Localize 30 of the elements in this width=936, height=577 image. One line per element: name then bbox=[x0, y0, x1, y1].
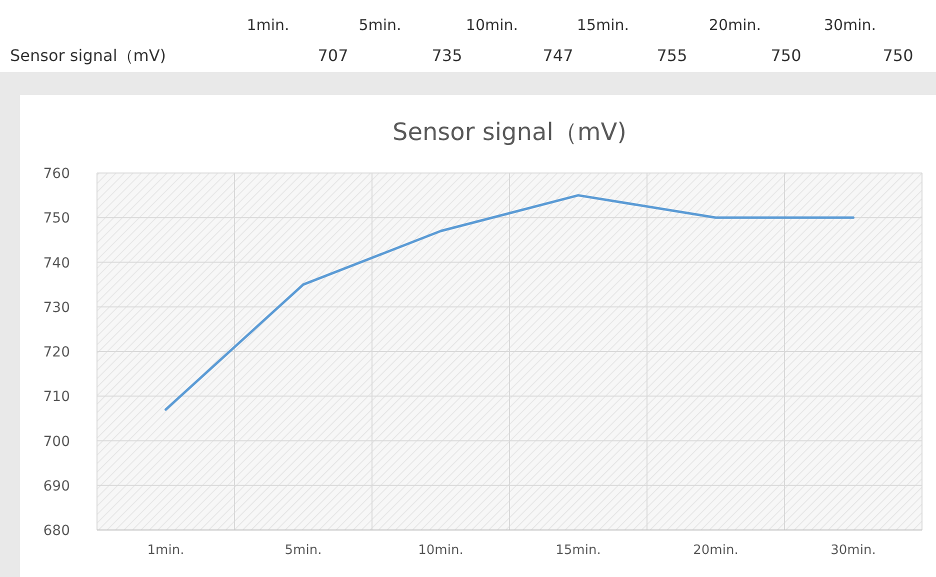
text: 735 bbox=[432, 46, 462, 65]
text: 707 bbox=[318, 46, 348, 65]
x-tick-label: 10min. bbox=[418, 543, 464, 558]
x-tick-label: 5min. bbox=[284, 543, 322, 558]
text: 747 bbox=[542, 46, 574, 65]
category-label: 5min. bbox=[358, 16, 402, 34]
y-tick-label: 680 bbox=[43, 523, 70, 539]
y-tick-label: 700 bbox=[43, 434, 70, 450]
chart-title: Sensor signal（mV) bbox=[392, 118, 627, 146]
text: Sensor signal（mV) bbox=[10, 46, 166, 65]
text: 750 bbox=[882, 46, 914, 65]
y-tick-label: 760 bbox=[43, 166, 70, 182]
y-tick-label: 720 bbox=[43, 344, 70, 360]
y-tick-label: 710 bbox=[43, 389, 70, 406]
y-tick-label: 740 bbox=[43, 255, 70, 272]
x-tick-label: 30min. bbox=[830, 543, 876, 558]
category-label: 10min. bbox=[466, 16, 518, 34]
text: 750 bbox=[770, 46, 802, 65]
category-label: 30min. bbox=[824, 16, 876, 34]
x-tick-label: 20min. bbox=[693, 543, 738, 558]
text: 755 bbox=[656, 46, 688, 65]
x-tick-label: 15min. bbox=[556, 543, 601, 558]
y-tick-label: 730 bbox=[43, 300, 70, 316]
y-tick-label: 750 bbox=[43, 210, 70, 227]
x-tick-label: 1min. bbox=[147, 543, 184, 558]
category-label: 20min. bbox=[708, 16, 762, 34]
y-tick-label: 690 bbox=[43, 478, 70, 494]
category-label: 1min. bbox=[246, 16, 290, 34]
category-label: 15min. bbox=[576, 16, 630, 34]
line-series bbox=[164, 194, 854, 411]
